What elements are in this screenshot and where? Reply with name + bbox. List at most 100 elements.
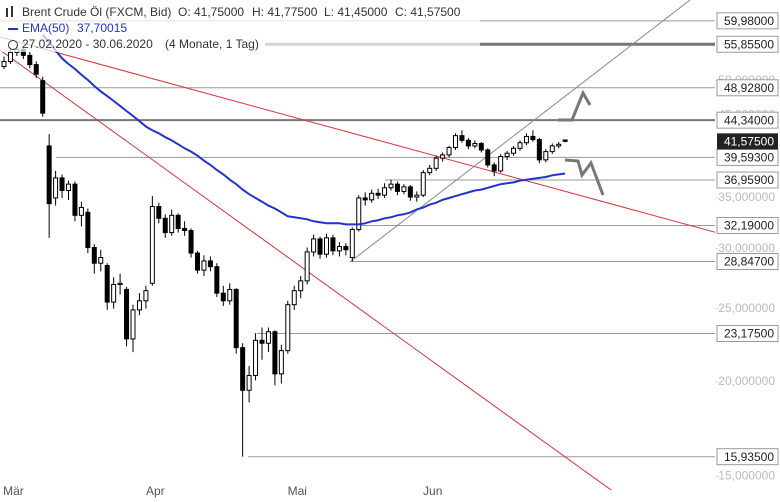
candle-body <box>356 197 362 230</box>
candle-body <box>504 152 510 158</box>
candle-body <box>317 238 323 255</box>
level-box <box>716 253 779 271</box>
candle-body <box>336 245 342 252</box>
candle-body <box>195 252 200 271</box>
candle-body <box>530 135 536 141</box>
candle-body <box>485 149 491 166</box>
candle-body <box>207 260 213 268</box>
candle-body <box>1 61 7 68</box>
candle-body <box>562 139 568 142</box>
candle-body <box>169 214 175 234</box>
icon <box>11 6 13 17</box>
last-price-box <box>717 133 778 150</box>
level-box <box>716 325 779 343</box>
candle-body <box>420 172 426 196</box>
candle-body <box>201 260 207 271</box>
level-label: 44,34000 <box>724 113 774 127</box>
level-lines <box>0 20 715 458</box>
candle-body <box>111 284 117 303</box>
level-box <box>716 35 779 53</box>
legend-name: EMA(50) <box>22 21 69 35</box>
x-tick-label: Jun <box>423 484 442 498</box>
level-box <box>716 171 779 189</box>
candle-body <box>304 251 310 282</box>
title: Brent Crude Öl (FXCM, Bid) <box>22 5 171 19</box>
candle-body <box>117 282 123 286</box>
candle-body <box>156 206 162 219</box>
level-label: 48,92800 <box>724 81 774 95</box>
candle-body <box>59 177 65 192</box>
y-tick-label: 35,000000 <box>718 190 775 204</box>
level-box <box>716 12 779 30</box>
level-box <box>716 111 779 129</box>
x-tick-label: Mai <box>288 484 307 498</box>
candle-body <box>478 143 484 151</box>
candle-body <box>265 331 271 344</box>
candle-body <box>40 80 46 114</box>
arrow-up <box>558 89 592 122</box>
candle-body <box>343 245 349 251</box>
candle-body <box>298 280 304 292</box>
candle-body <box>433 157 439 169</box>
candle-body <box>149 206 155 284</box>
candle-body <box>407 186 413 198</box>
level-label: 59,98000 <box>724 14 774 28</box>
ema <box>41 34 566 226</box>
duration: (4 Monate, 1 Tag) <box>165 37 259 51</box>
candle-body <box>98 257 104 264</box>
candle-body <box>491 164 497 172</box>
candle-body <box>259 339 265 344</box>
candle-body <box>453 135 458 149</box>
candle-body <box>549 145 555 153</box>
y-tick-label: 25,000000 <box>718 301 775 315</box>
candles <box>1 44 568 457</box>
candle-body <box>85 211 91 249</box>
level-label: 23,17500 <box>724 327 774 341</box>
candle-body <box>7 51 13 63</box>
level-label: 55,85500 <box>724 37 774 51</box>
candle-body <box>536 139 542 161</box>
ohlc-label: C: 41,57500 <box>395 5 461 19</box>
y-tick-label: 30,000000 <box>718 241 775 255</box>
candle-body <box>162 217 168 234</box>
candle-body <box>349 228 355 259</box>
candle-body <box>130 309 136 340</box>
y-tick-label: 15,000000 <box>718 469 775 483</box>
candle-body <box>394 183 400 192</box>
level-box <box>716 448 779 466</box>
last-price-label: 41,57500 <box>724 135 774 149</box>
header: Brent Crude Öl (FXCM, Bid) O: 41,75000 H… <box>0 0 480 52</box>
level-box <box>716 216 779 234</box>
candle-body <box>72 183 78 216</box>
candle-body <box>278 350 284 375</box>
candle-body <box>517 142 523 149</box>
candle-body <box>124 288 130 340</box>
ohlc-label: L: 41,45000 <box>324 5 388 19</box>
level-label: 36,95900 <box>724 173 774 187</box>
level-label: 39,59300 <box>724 151 774 165</box>
ohlc-label: O: 41,75000 <box>178 5 244 19</box>
candle-body <box>53 177 59 199</box>
candle-body <box>375 192 381 196</box>
candle-body <box>227 288 233 302</box>
candle-body <box>104 265 110 303</box>
candle-body <box>465 139 471 147</box>
candle-body <box>136 300 142 311</box>
level-label: 32,19000 <box>724 219 774 233</box>
candle-body <box>272 331 278 375</box>
candle-body <box>78 206 84 216</box>
candle-body <box>459 135 465 141</box>
candle-body <box>188 230 194 254</box>
candle-body <box>388 183 394 189</box>
candle-body <box>291 290 297 306</box>
candle-body <box>143 290 149 302</box>
candle-body <box>382 187 388 196</box>
candle-body <box>246 374 252 391</box>
candle-body <box>66 183 71 192</box>
level-box <box>716 79 779 97</box>
icon <box>6 8 8 17</box>
candle-body <box>330 237 336 252</box>
candle-body <box>511 147 517 154</box>
